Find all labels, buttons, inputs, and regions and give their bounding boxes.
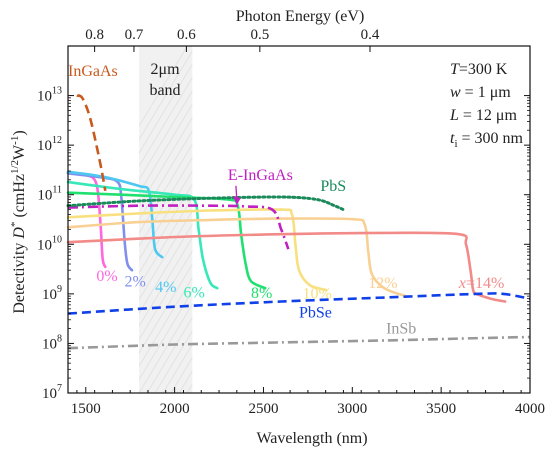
top-tick-label: 0.7	[125, 27, 144, 43]
series-label: 0%	[96, 268, 117, 285]
x-tick-label: 4000	[515, 401, 545, 417]
param-width: w = 1 μm	[450, 84, 511, 101]
top-tick-label: 0.8	[85, 27, 104, 43]
params-box: T=300 K w = 1 μm L = 12 μm ti = 300 nm	[449, 61, 524, 150]
x-axis-title: Wavelength (nm)	[256, 430, 367, 447]
series-label: 6%	[184, 284, 205, 301]
y-tick-label: 1011	[37, 185, 62, 204]
series-label: E-InGaAs	[228, 167, 293, 184]
band-hatch-line	[139, 143, 193, 234]
series-label: 10%	[303, 286, 332, 303]
y-axis: 107 108 109 1010 1011 1012 1013	[37, 86, 530, 402]
series-label: 4%	[155, 279, 176, 296]
band-hatch-line	[139, 46, 188, 128]
param-temperature: T=300 K	[450, 61, 508, 78]
band-hatch-line	[139, 63, 193, 154]
series-label: 8%	[251, 285, 272, 302]
series-line	[66, 195, 345, 212]
band-label-line-2: band	[149, 82, 180, 99]
top-tick-label: 0.4	[361, 27, 380, 43]
band-hatch-line	[139, 89, 193, 181]
series-label: InGaAs	[68, 63, 118, 80]
band-hatch-line	[139, 249, 193, 341]
y-tick-label: 108	[42, 333, 62, 352]
x-tick-label: 3000	[337, 401, 367, 417]
band-hatch-line	[139, 183, 193, 274]
series-labels: 0% 2% 4% 6% 8% 10% 12% x=14% InGaAs E-InGaAs PbS Pb…	[68, 63, 504, 337]
series-label: x=14%	[458, 275, 504, 292]
series-line	[76, 94, 107, 192]
series-layer	[66, 94, 531, 350]
y-tick-label: 109	[42, 284, 62, 303]
band-hatch-line	[139, 263, 193, 354]
y-tick-label: 1013	[37, 86, 62, 105]
series-label: 2%	[125, 274, 146, 291]
series-line	[66, 217, 407, 298]
y-tick-label: 1010	[37, 234, 62, 253]
series-label: 12%	[368, 275, 397, 292]
x-tick-label: 3500	[426, 401, 456, 417]
band-hatch-line	[139, 303, 193, 393]
band-hatch-line	[139, 289, 193, 381]
series-label: InSb	[386, 320, 416, 337]
param-length: L = 12 μm	[449, 107, 518, 124]
y-axis-title: Detectivity D* (cmHz1/2W-1)	[9, 130, 28, 313]
y-tick-label: 107	[42, 383, 62, 402]
band-hatch-line	[139, 169, 193, 261]
top-axis: 0.8 0.7 0.6 0.5 0.4	[85, 27, 380, 52]
series-line	[67, 335, 531, 350]
band-hatch-line	[139, 156, 193, 248]
series-line	[67, 292, 531, 315]
band-hatch-line	[139, 129, 193, 221]
band-hatch-line	[154, 329, 193, 393]
x-tick-label: 2000	[160, 401, 190, 417]
band-hatch-line	[139, 276, 193, 368]
series-label: PbS	[320, 178, 346, 195]
band-hatch-line	[139, 76, 193, 168]
plot-frame	[67, 45, 531, 394]
top-tick-label: 0.6	[177, 27, 196, 43]
band-hatch-line	[146, 316, 193, 393]
y-tick-label: 1012	[37, 135, 62, 154]
series-line	[67, 204, 290, 250]
series-line	[66, 180, 219, 290]
e-ingaas-pointer-head	[232, 195, 241, 205]
x-tick-label: 1500	[71, 401, 101, 417]
x-tick-label: 2500	[248, 401, 278, 417]
band-label-line-1: 2μm	[150, 61, 180, 78]
x-axis: 1500 2000 2500 3000 3500 4000	[71, 387, 545, 417]
band-hatch-line	[139, 49, 193, 141]
series-label: PbSe	[299, 305, 332, 322]
top-tick-label: 0.5	[250, 27, 269, 43]
top-axis-title: Photon Energy (eV)	[236, 8, 365, 25]
series-line	[66, 208, 327, 292]
param-thickness: ti = 300 nm	[450, 130, 524, 150]
